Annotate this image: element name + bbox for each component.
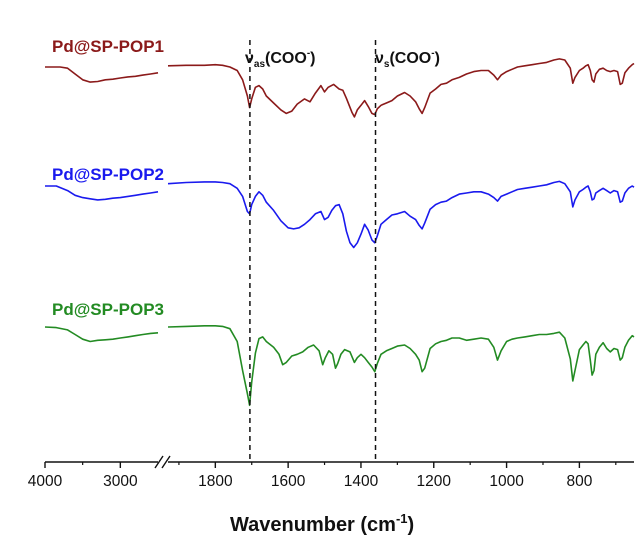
series-label-pop2: Pd@SP-POP2	[52, 165, 164, 184]
annot-vs-nu: ν	[375, 50, 384, 67]
series-label-pop3: Pd@SP-POP3	[52, 300, 164, 319]
x-tick-label-1000: 1000	[489, 473, 524, 490]
annot-vas-sup: -	[307, 48, 310, 59]
annot-vs-sub: s	[384, 59, 390, 70]
annot-vs-sup: -	[431, 48, 434, 59]
annotation-label-vs: νs(COO-)	[375, 48, 440, 70]
x-tick-label-1800: 1800	[198, 473, 233, 490]
series-line-1-left	[45, 66, 159, 83]
annot-vs-end: )	[435, 50, 440, 67]
series-line-3-right	[167, 324, 635, 407]
x-tick-label-1600: 1600	[271, 473, 306, 490]
svg-text:νas(COO-): νas(COO-)	[245, 48, 315, 70]
annot-vas-end: )	[310, 50, 315, 67]
series-lines	[44, 58, 635, 407]
annot-vas-sub: as	[254, 59, 266, 70]
x-tick-label-3000: 3000	[103, 473, 138, 490]
series-line-3-left	[44, 326, 159, 343]
x-axis-title: Wavenumber (cm-1)	[230, 511, 414, 536]
x-axis-title-main: Wavenumber (cm	[230, 514, 396, 536]
x-tick-label-1200: 1200	[417, 473, 452, 490]
annot-vas-tail: (COO	[265, 50, 307, 67]
x-tick-label-1400: 1400	[344, 473, 379, 490]
axis-break-mark-2	[161, 455, 171, 469]
series-line-2-right	[167, 180, 635, 249]
series-line-1-right	[167, 58, 635, 118]
axis-break-mark-1	[154, 455, 164, 469]
annotation-lines	[249, 40, 377, 462]
x-tick-label-800: 800	[566, 473, 592, 490]
annot-vs-tail: (COO	[389, 50, 431, 67]
series-label-pop1: Pd@SP-POP1	[52, 37, 164, 56]
series-line-2-left	[45, 185, 159, 201]
annotation-label-vas: νas(COO-)	[245, 48, 315, 70]
svg-text:νs(COO-): νs(COO-)	[375, 48, 440, 70]
x-tick-label-4000: 4000	[28, 473, 63, 490]
x-axis-title-end: )	[408, 514, 415, 536]
x-axis: 4000 3000 1800 1600 1400 1200 1000 800	[28, 455, 634, 490]
annot-vas-nu: ν	[245, 50, 254, 67]
x-axis-title-sup: -1	[396, 511, 408, 526]
